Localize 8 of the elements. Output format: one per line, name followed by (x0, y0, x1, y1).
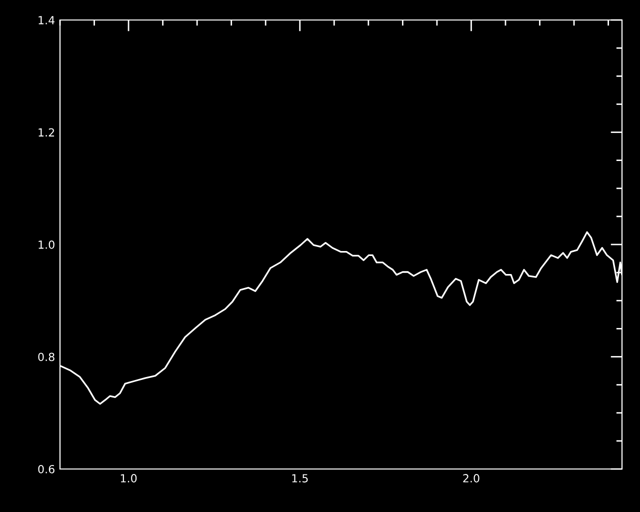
y-tick-label: 1.0 (38, 240, 54, 249)
y-tick-label: 0.6 (38, 464, 54, 474)
x-tick-label: 1.5 (292, 474, 308, 482)
x-tick-label: 2.0 (463, 474, 480, 482)
y-tick-label: 0.8 (38, 352, 54, 362)
x-tick-label: 1.0 (120, 474, 137, 482)
y-tick-label: 1.2 (38, 128, 54, 136)
y-tick-label: 1.4 (38, 16, 55, 24)
